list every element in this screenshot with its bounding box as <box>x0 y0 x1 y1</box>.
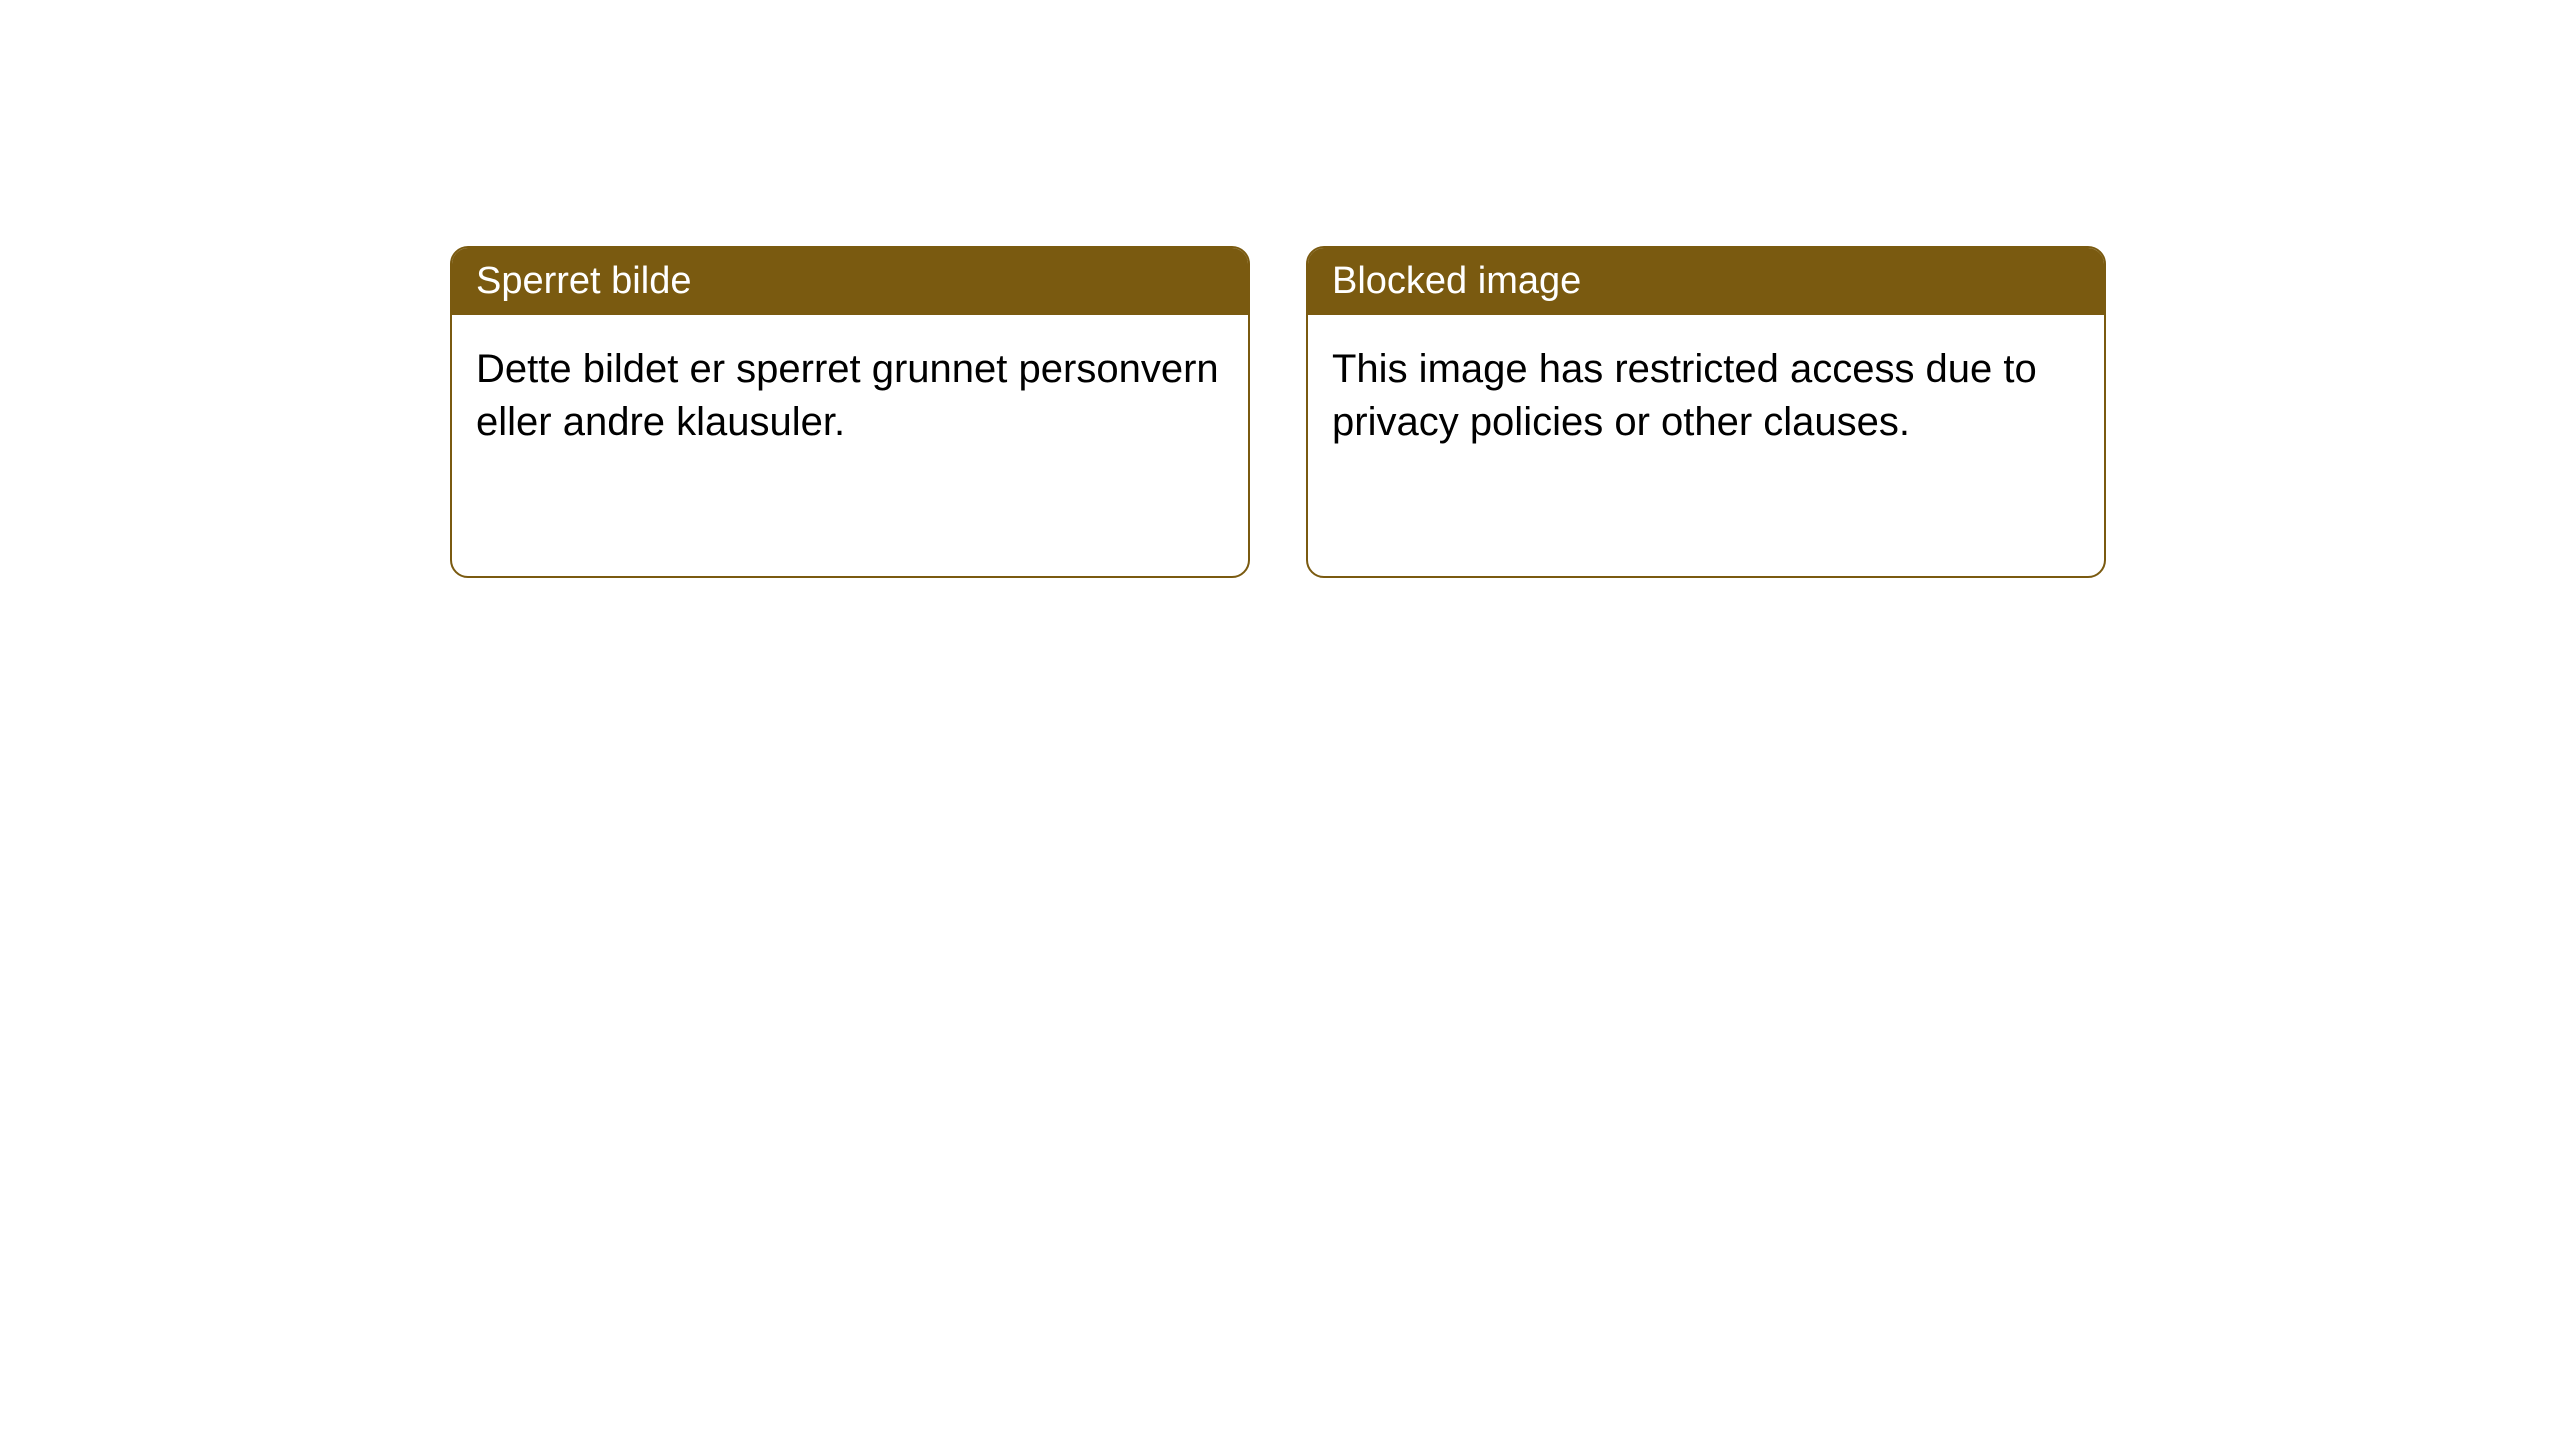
notice-header-norwegian: Sperret bilde <box>452 248 1248 315</box>
notice-title-norwegian: Sperret bilde <box>476 260 691 302</box>
notice-body-english: This image has restricted access due to … <box>1308 315 2104 477</box>
notice-box-english: Blocked image This image has restricted … <box>1306 246 2106 578</box>
notice-header-english: Blocked image <box>1308 248 2104 315</box>
notice-text-norwegian: Dette bildet er sperret grunnet personve… <box>476 347 1219 444</box>
notice-title-english: Blocked image <box>1332 260 1581 302</box>
notice-container: Sperret bilde Dette bildet er sperret gr… <box>450 246 2106 578</box>
notice-text-english: This image has restricted access due to … <box>1332 347 2037 444</box>
notice-body-norwegian: Dette bildet er sperret grunnet personve… <box>452 315 1248 477</box>
notice-box-norwegian: Sperret bilde Dette bildet er sperret gr… <box>450 246 1250 578</box>
